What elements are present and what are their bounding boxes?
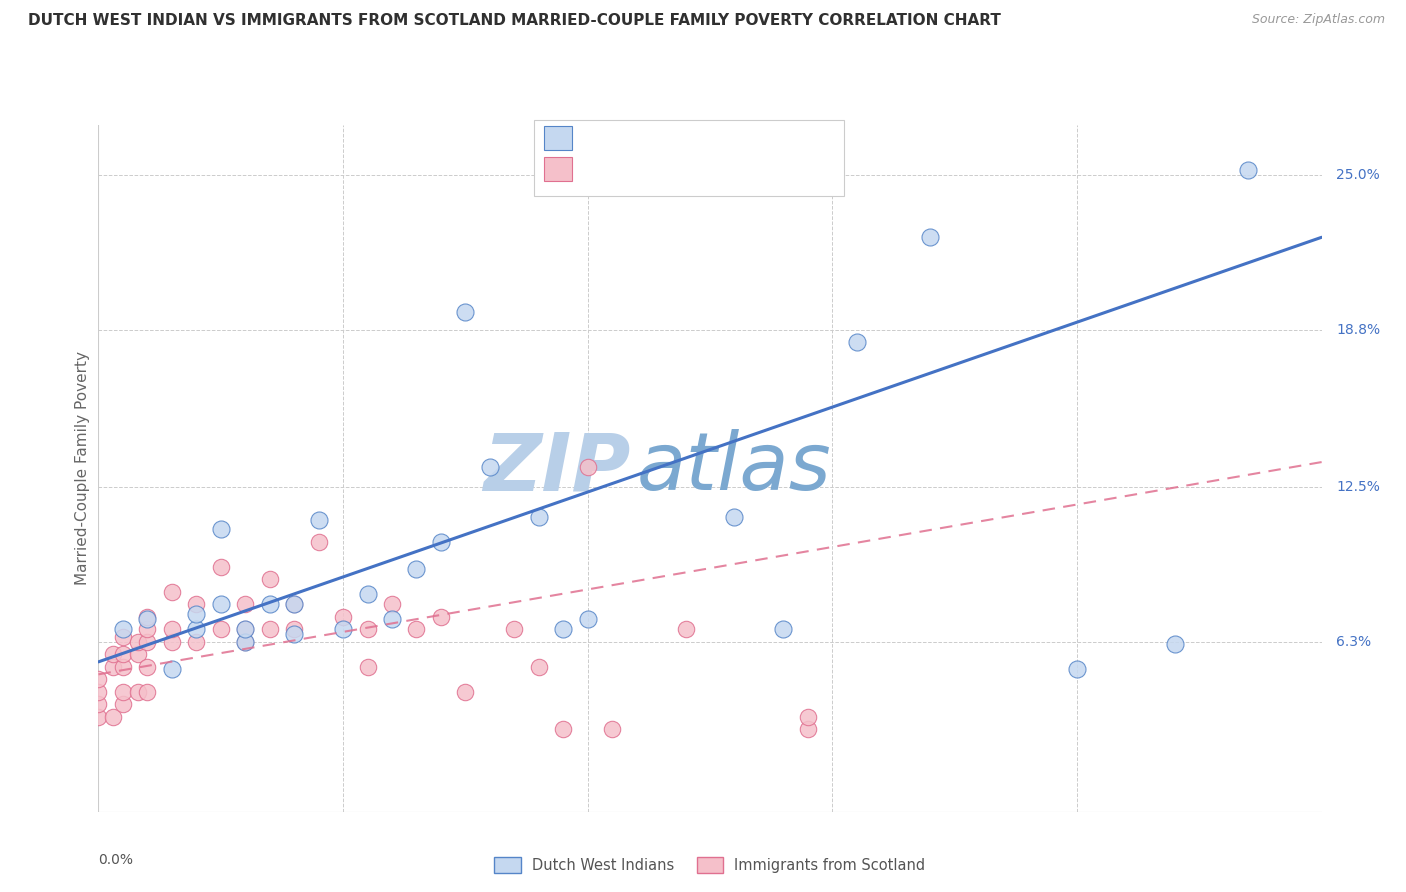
Point [186,598,208,612]
Point [259,573,281,587]
Point [772,623,794,637]
Point [87,685,110,699]
Point [454,305,477,319]
Point [332,623,354,637]
Point [283,598,305,612]
Point [553,623,575,637]
Point [381,612,404,626]
Point [503,623,526,637]
Point [283,623,305,637]
Text: 0.546: 0.546 [616,128,668,146]
Point [136,612,159,626]
Point [111,685,134,699]
Point [111,660,134,674]
Legend: Dutch West Indians, Immigrants from Scotland: Dutch West Indians, Immigrants from Scot… [495,857,925,873]
Text: 18.8%: 18.8% [1336,323,1381,336]
Text: atlas: atlas [637,429,831,508]
Point [797,723,820,737]
Point [233,623,256,637]
Point [845,335,868,350]
Point [283,598,305,612]
Point [356,660,378,674]
Text: N =: N = [682,128,718,146]
Point [101,710,124,724]
Point [381,598,404,612]
Point [233,598,256,612]
Point [87,698,110,712]
Point [259,598,281,612]
Text: DUTCH WEST INDIAN VS IMMIGRANTS FROM SCOTLAND MARRIED-COUPLE FAMILY POVERTY CORR: DUTCH WEST INDIAN VS IMMIGRANTS FROM SCO… [28,13,1001,29]
Point [478,460,501,475]
Point [160,623,183,637]
Text: 25.0%: 25.0% [1336,168,1381,182]
Point [209,560,232,574]
Point [111,630,134,644]
Point [723,510,745,524]
Point [127,685,149,699]
Point [233,623,256,637]
Point [136,623,159,637]
Text: R =: R = [582,160,619,178]
Text: Source: ZipAtlas.com: Source: ZipAtlas.com [1251,13,1385,27]
Point [186,607,208,622]
Point [675,623,697,637]
Point [209,523,232,537]
Point [527,510,550,524]
Point [160,662,183,676]
Text: 0.210: 0.210 [616,160,668,178]
Point [1066,662,1088,676]
Point [111,623,134,637]
Point [600,723,623,737]
Point [87,673,110,687]
Point [430,610,453,624]
Point [283,627,305,641]
Text: 12.5%: 12.5% [1336,480,1381,494]
Point [111,648,134,662]
Point [356,587,378,601]
Point [405,623,427,637]
Point [209,598,232,612]
Point [553,723,575,737]
Text: 0.0%: 0.0% [98,853,134,867]
Point [308,535,330,549]
Point [356,623,378,637]
Point [101,660,124,674]
Point [527,660,550,674]
Text: 6.3%: 6.3% [1336,635,1371,648]
Point [160,585,183,599]
Point [430,535,453,549]
Point [209,623,232,637]
Point [127,635,149,649]
Text: N =: N = [682,160,718,178]
Point [233,635,256,649]
Point [920,230,942,244]
Point [1164,637,1187,651]
Point [160,635,183,649]
Point [136,685,159,699]
Point [259,623,281,637]
Point [1237,162,1260,177]
Point [127,648,149,662]
Point [136,610,159,624]
Point [405,562,427,576]
Point [186,635,208,649]
Point [797,710,820,724]
Text: ZIP: ZIP [484,429,630,508]
Point [233,635,256,649]
Point [101,648,124,662]
Point [454,685,477,699]
Text: 30: 30 [714,128,737,146]
Text: 50: 50 [714,160,737,178]
Point [136,660,159,674]
Point [186,623,208,637]
Point [332,610,354,624]
Point [111,698,134,712]
Point [87,710,110,724]
Point [136,635,159,649]
Text: R =: R = [582,128,619,146]
Point [576,460,599,475]
Y-axis label: Married-Couple Family Poverty: Married-Couple Family Poverty [75,351,90,585]
Point [308,512,330,526]
Point [576,612,599,626]
